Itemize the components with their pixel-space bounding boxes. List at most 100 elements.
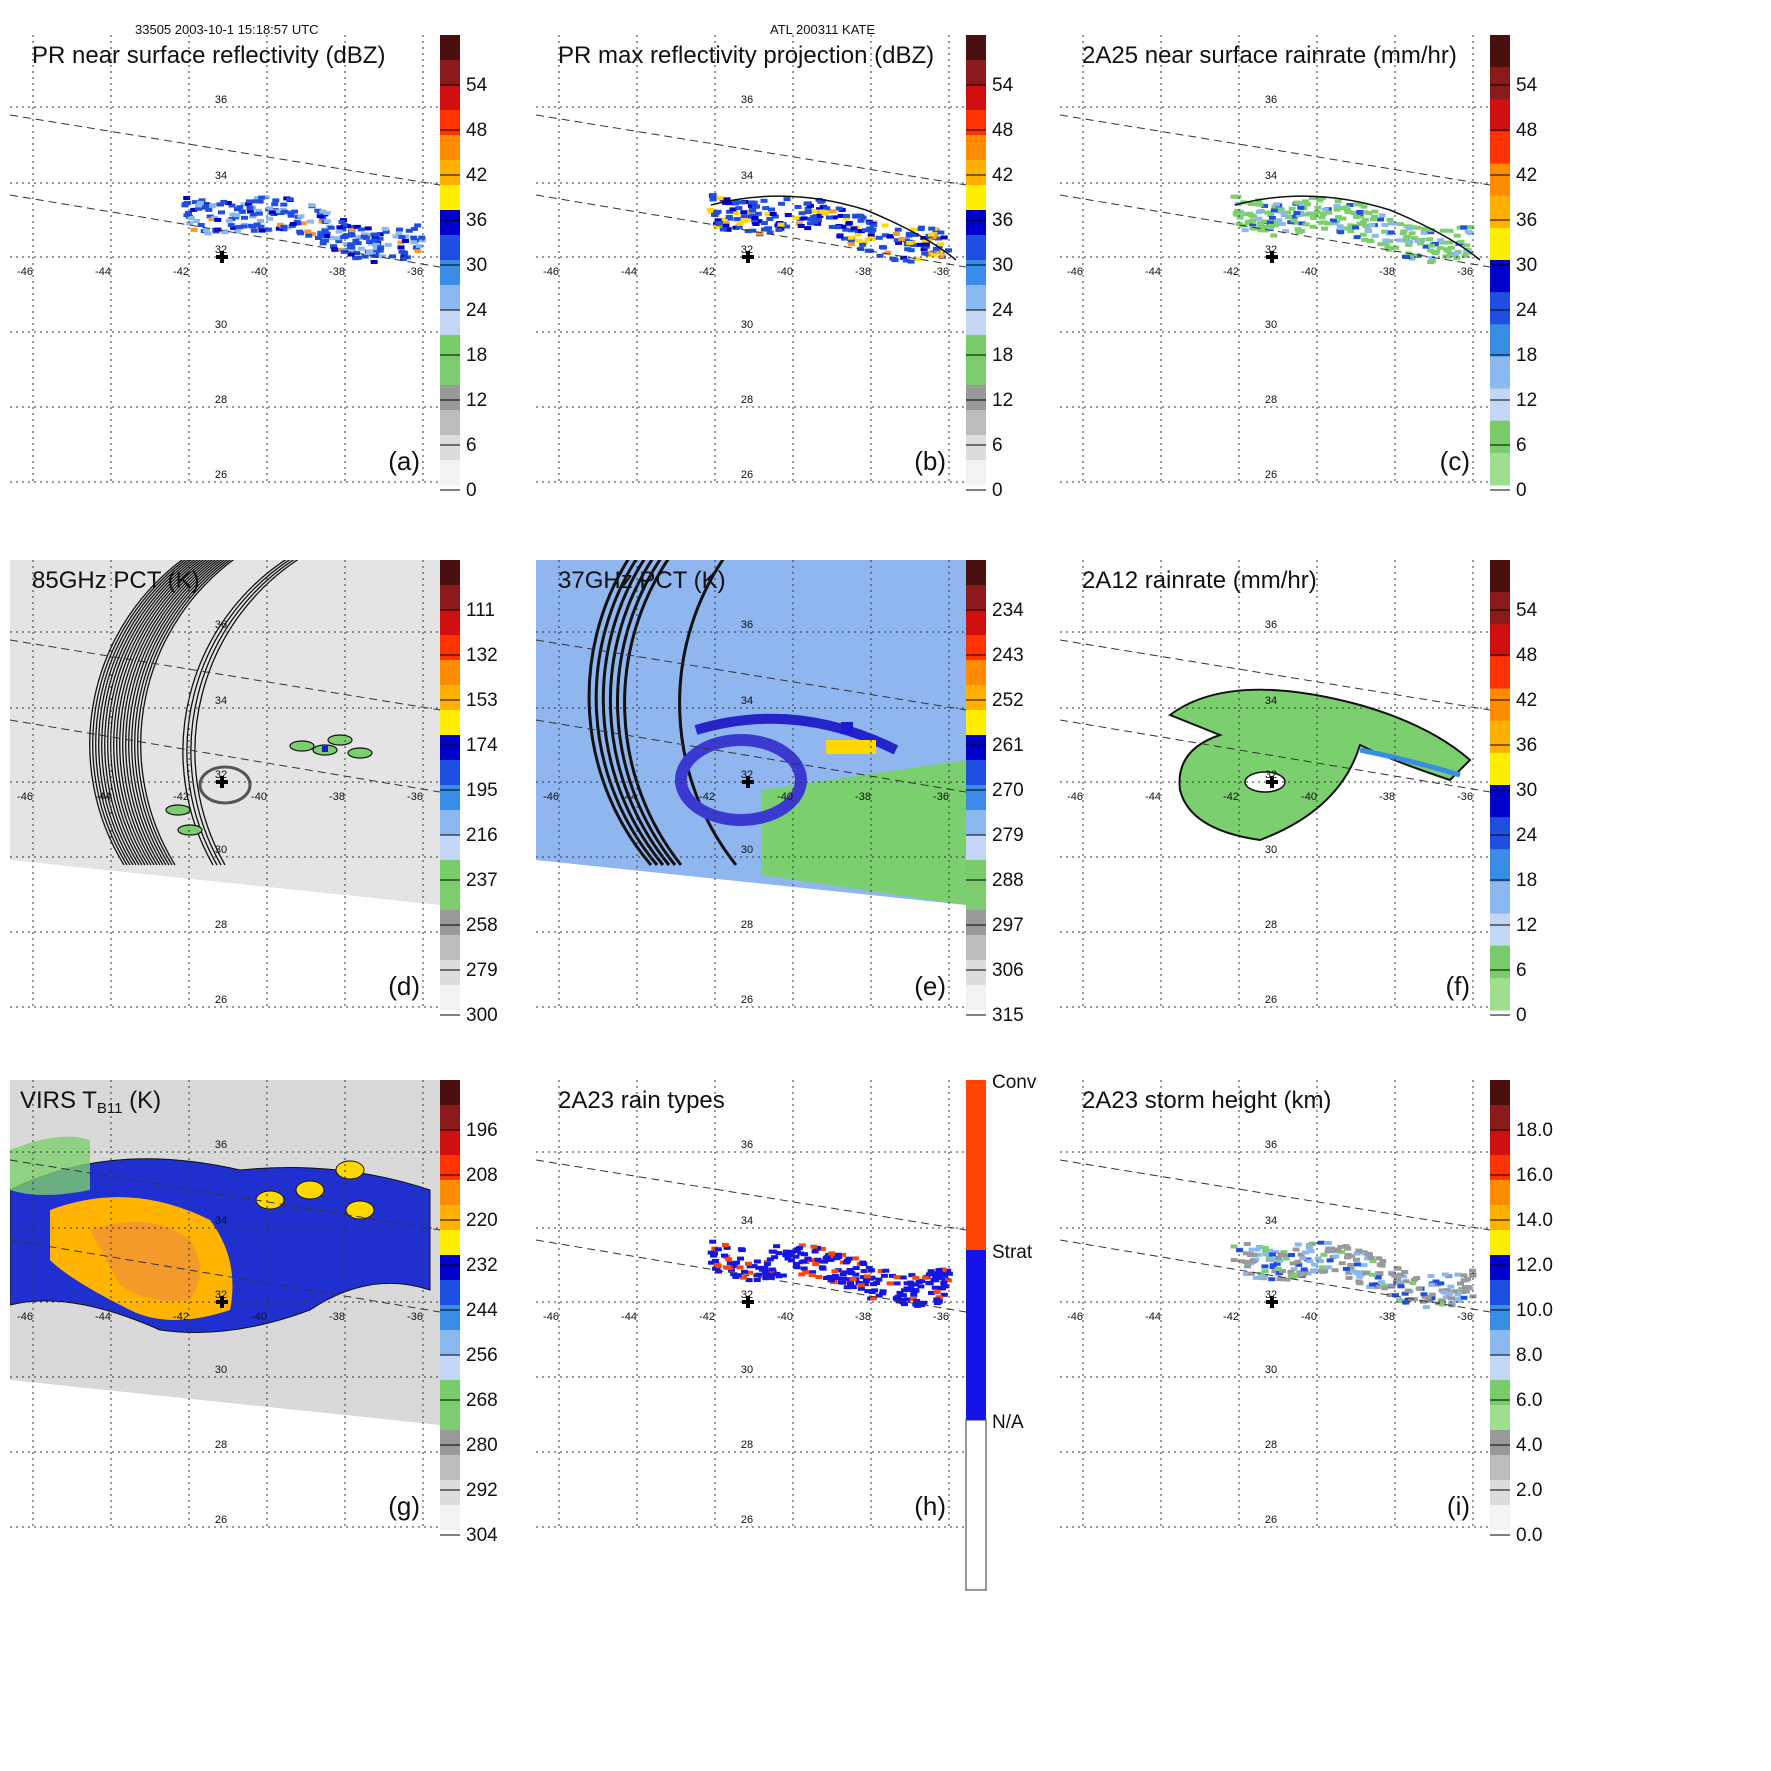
colorbar-block — [1490, 817, 1510, 850]
panel-a: -46 -44 -42 -40 -38 -36 36 34 32 30 28 26 PR near su… — [10, 35, 488, 501]
pixel-echo — [228, 203, 236, 208]
pixel-echo — [870, 1282, 877, 1287]
cloud-edge — [10, 1136, 90, 1195]
pixel-echo — [716, 221, 724, 225]
pixel-echo — [1266, 1248, 1274, 1253]
lat-tick-label: 34 — [741, 1215, 753, 1227]
pixel-echo — [1310, 216, 1317, 220]
pixel-echo — [709, 1239, 717, 1244]
pixel-echo — [1234, 194, 1242, 199]
colorbar-block — [440, 1180, 460, 1206]
pixel-echo — [323, 211, 331, 216]
pixel-echo — [1321, 226, 1328, 231]
colorbar-block — [966, 660, 986, 686]
pixel-echo — [767, 1270, 775, 1275]
pixel-echo — [327, 225, 335, 230]
pixel-echo — [1375, 1256, 1383, 1261]
pixel-echo — [1345, 1270, 1353, 1275]
pixel-echo — [1405, 242, 1413, 247]
colorbar-block — [1490, 752, 1510, 786]
pixel-echo — [907, 259, 915, 264]
pixel-echo — [841, 236, 848, 241]
title-main: VIRS T — [20, 1087, 97, 1114]
pixel-echo — [725, 1257, 733, 1262]
panel-label: (g) — [388, 1491, 420, 1521]
pixel-echo — [1261, 203, 1269, 208]
colorbar-block — [1490, 388, 1510, 422]
pixel-echo — [1269, 1265, 1277, 1269]
pixel-echo — [293, 219, 301, 224]
colorbar-label: 0.0 — [1516, 1525, 1542, 1546]
pixel-echo — [1445, 1292, 1453, 1297]
lon-tick-label: -38 — [1379, 266, 1395, 278]
pixel-echo — [731, 201, 739, 206]
colorbar-block — [966, 835, 986, 861]
pixel-echo — [735, 206, 743, 211]
pixel-echo — [1332, 1254, 1340, 1259]
panel-b: -46 -44 -42 -40 -38 -36 36 34 32 30 28 26 PR max ref… — [536, 35, 1014, 501]
pixel-echo — [1261, 228, 1269, 233]
pixel-echo — [1267, 227, 1274, 232]
pixel-echo — [857, 1286, 865, 1291]
pixel-echo — [845, 221, 853, 225]
colorbar-label: 315 — [992, 1005, 1024, 1026]
colorbar-block — [440, 835, 460, 861]
pixel-echo — [289, 222, 297, 226]
convective-core — [295, 1180, 325, 1200]
pixel-echo — [937, 242, 944, 247]
pixel-echo — [348, 233, 356, 238]
pixel-echo — [308, 203, 316, 208]
pixel-echo — [911, 232, 919, 237]
pixel-echo — [761, 1266, 769, 1270]
pixel-echo — [848, 242, 855, 247]
lon-tick-label: -46 — [1067, 1311, 1083, 1323]
pct-contour-arc — [186, 560, 291, 866]
pixel-echo — [1282, 1253, 1289, 1258]
pixel-echo — [1388, 1283, 1396, 1288]
colorbar-block — [966, 385, 986, 411]
swath-edge-line — [1060, 194, 1490, 268]
colorbar-label: 300 — [466, 1005, 498, 1026]
pixel-echo — [848, 1271, 856, 1276]
pixel-echo — [722, 1243, 729, 1247]
pixel-echo — [1344, 1252, 1352, 1257]
lon-tick-label: -36 — [933, 1311, 949, 1323]
colorbar-block — [1490, 1405, 1510, 1431]
pixel-echo — [849, 1285, 857, 1290]
pixel-echo — [1336, 224, 1344, 229]
pixel-echo — [1272, 1250, 1280, 1254]
pct-contour-arc — [131, 560, 226, 866]
colorbar-label: 195 — [466, 780, 498, 801]
lat-tick-label: 30 — [1265, 319, 1277, 331]
pixel-echo — [1439, 1302, 1447, 1307]
colorbar-block — [440, 635, 460, 661]
pixel-echo — [1297, 210, 1305, 215]
colorbar-block — [966, 735, 986, 761]
pixel-echo — [205, 207, 213, 212]
pixel-echo — [842, 216, 850, 221]
pixel-echo — [253, 196, 261, 201]
pixel-echo — [233, 213, 241, 218]
pixel-echo — [1302, 212, 1310, 217]
pixel-echo — [1345, 226, 1353, 231]
pixel-echo — [281, 209, 289, 214]
pixel-echo — [725, 215, 733, 219]
pixel-echo — [745, 1261, 752, 1266]
pixel-echo — [255, 208, 262, 213]
pixel-echo — [818, 209, 826, 214]
pixel-echo — [1344, 1255, 1351, 1260]
pixel-echo — [1380, 1283, 1388, 1288]
title-subscript: B11 — [97, 1100, 123, 1117]
pixel-echo — [402, 234, 409, 239]
pct-contour-arc — [110, 560, 205, 866]
pixel-echo — [1296, 1270, 1304, 1275]
pixel-echo — [881, 223, 889, 228]
colorbar-block — [440, 560, 460, 586]
colorbar-block — [440, 460, 460, 486]
colorbar-block — [1490, 1255, 1510, 1281]
pixel-echo — [1447, 1296, 1455, 1301]
pixel-echo — [1270, 233, 1278, 238]
pixel-echo — [249, 224, 257, 229]
storm-center-marker — [742, 776, 754, 788]
colorbar-block — [966, 710, 986, 736]
